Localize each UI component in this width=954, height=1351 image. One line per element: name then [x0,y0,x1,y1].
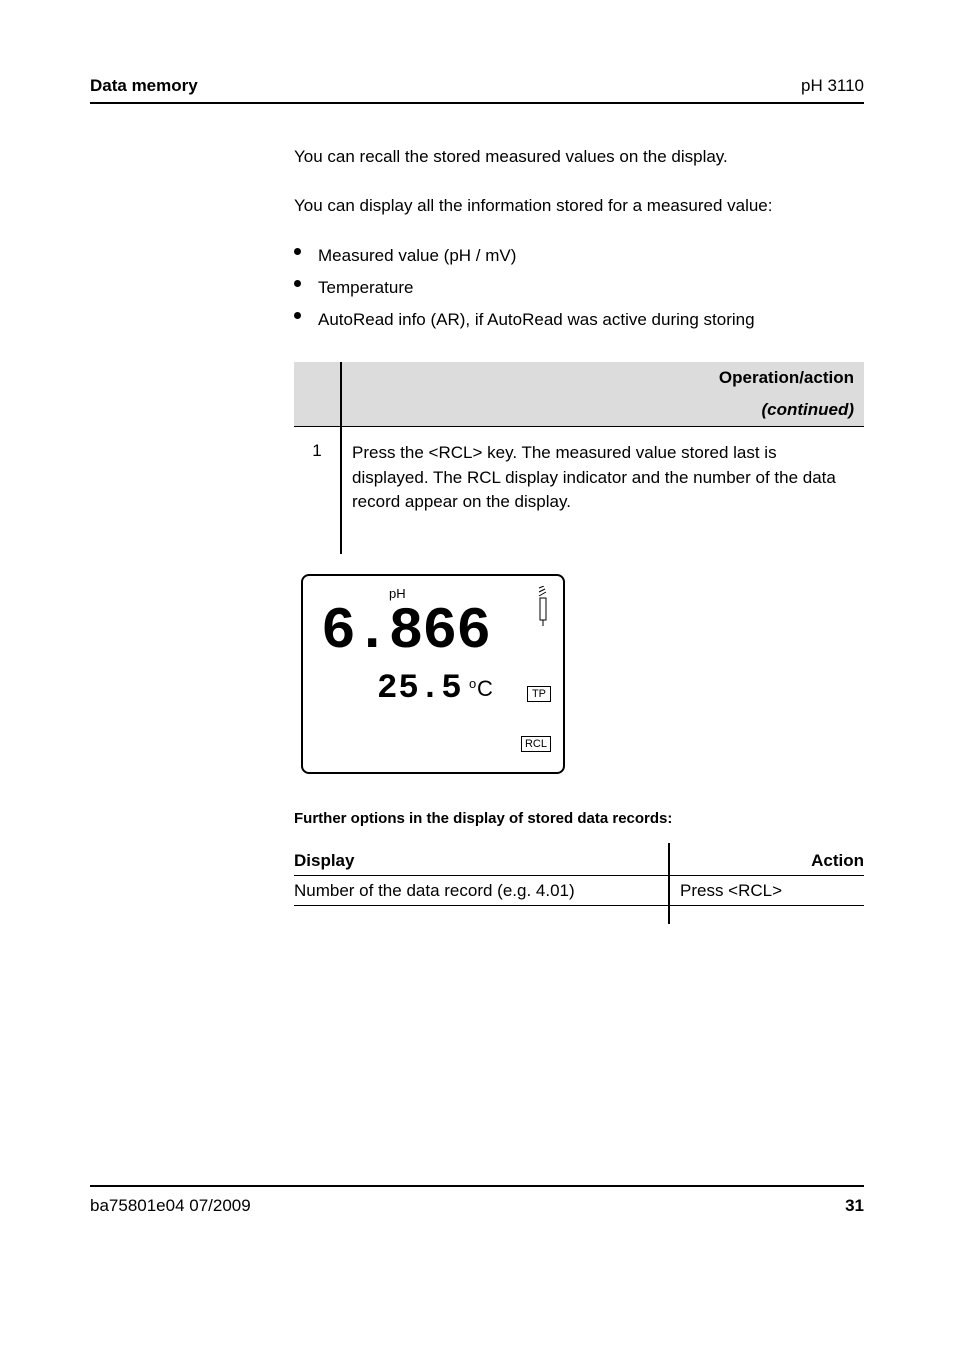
footer-page-number: 31 [845,1196,864,1216]
header-section-title: Data memory [90,76,198,96]
column-header-action: Action [811,851,864,871]
display-action-header: Display Action [294,847,864,875]
list-item: AutoRead info (AR), if AutoRead was acti… [294,308,755,332]
column-header-display: Display [294,851,354,871]
section-heading: Further options in the display of stored… [294,810,672,827]
list-item: Temperature [294,276,755,300]
table-row: Number of the data record (e.g. 4.01) Pr… [294,875,864,905]
bullet-text: AutoRead info (AR), if AutoRead was acti… [318,308,755,332]
display-cell: Number of the data record (e.g. 4.01) [294,881,575,901]
lcd-ph-reading: 6.866 [321,600,490,665]
bullet-icon [294,308,318,319]
page: Data memory pH 3110 You can recall the s… [0,0,954,1351]
lcd-tp-indicator: TP [527,686,551,702]
probe-icon [535,586,551,633]
procedure-header-label: Operation/action [719,368,854,388]
table-column-divider [668,876,670,905]
lcd-display-figure: pH 6.866 25.5 o C TP RCL [301,574,565,774]
table-column-divider [340,362,342,426]
procedure-table-header: Operation/action (continued) [294,362,864,426]
action-cell: Press <RCL> [680,881,782,901]
footer-docnum: ba75801e04 07/2009 [90,1196,251,1216]
header-product-name: pH 3110 [801,76,864,96]
lcd-rcl-indicator: RCL [521,736,551,752]
bullet-text: Temperature [318,276,413,300]
footer-rule [90,1185,864,1187]
table-column-divider [668,843,670,879]
bullet-icon [294,244,318,255]
list-item: Measured value (pH / mV) [294,244,755,268]
bullet-icon [294,276,318,287]
lcd-temp-unit: C [477,676,493,702]
bullet-list: Measured value (pH / mV) Temperature Aut… [294,244,755,339]
table-column-divider [668,906,670,924]
procedure-step-text: Press the <RCL> key. The measured value … [294,427,864,529]
procedure-header-continued: (continued) [761,400,854,420]
bullet-text: Measured value (pH / mV) [318,244,516,268]
table-row: 1 Press the <RCL> key. The measured valu… [294,426,864,554]
display-action-table: Display Action Number of the data record… [294,847,864,923]
table-column-divider [340,427,342,554]
lcd-temp-reading: 25.5 [377,670,463,708]
intro-sentence-2: You can display all the information stor… [294,194,772,218]
lcd-ph-label: pH [389,586,406,601]
table-row [294,905,864,923]
lcd-temp-degree: o [469,676,476,691]
procedure-table: Operation/action (continued) 1 Press the… [294,362,864,554]
procedure-step-number: 1 [294,441,340,461]
header-rule [90,102,864,104]
intro-sentence-1: You can recall the stored measured value… [294,145,728,169]
